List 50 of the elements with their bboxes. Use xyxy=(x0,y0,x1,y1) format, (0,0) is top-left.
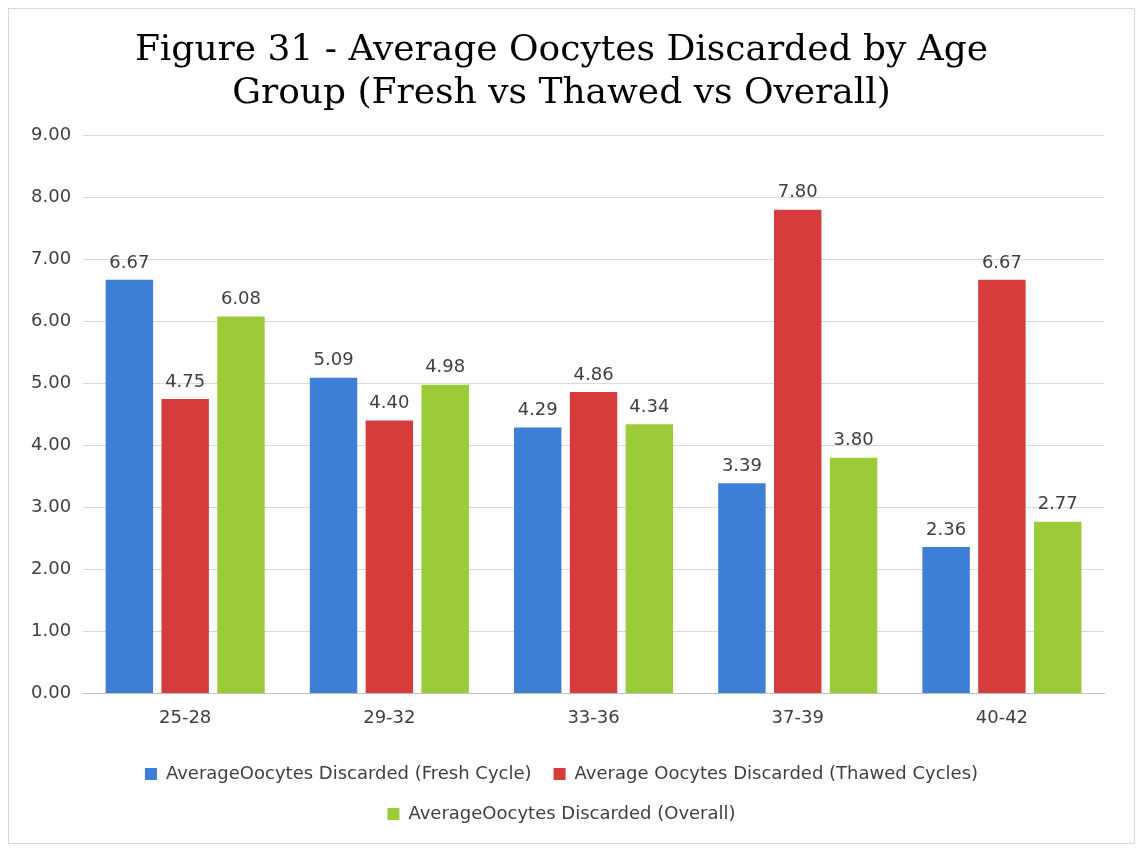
data-label: 4.40 xyxy=(369,391,410,413)
data-label: 3.80 xyxy=(833,428,874,450)
bar xyxy=(978,279,1026,693)
x-tick-label: 37-39 xyxy=(771,705,824,727)
bar xyxy=(718,483,766,693)
y-tick-label: 5.00 xyxy=(31,371,72,393)
bar xyxy=(1034,521,1082,693)
y-tick-label: 7.00 xyxy=(31,247,72,269)
data-label: 6.67 xyxy=(109,250,150,272)
bar xyxy=(922,547,970,693)
y-tick-label: 1.00 xyxy=(31,619,72,641)
bar xyxy=(514,427,562,693)
y-tick-label: 6.00 xyxy=(31,309,72,331)
data-label: 6.67 xyxy=(981,250,1022,272)
y-tick-label: 4.00 xyxy=(31,433,72,455)
y-tick-label: 2.00 xyxy=(31,557,72,579)
data-label: 6.08 xyxy=(220,287,262,309)
data-label: 4.34 xyxy=(629,394,670,416)
data-label: 4.98 xyxy=(425,355,466,377)
data-label: 2.77 xyxy=(1037,492,1078,514)
x-tick-label: 40-42 xyxy=(975,705,1029,727)
x-tick-label: 25-28 xyxy=(159,705,212,727)
legend-label: AverageOocytes Discarded (Fresh Cycle) xyxy=(165,761,532,783)
y-tick-label: 3.00 xyxy=(31,495,72,517)
x-tick-label: 33-36 xyxy=(567,705,620,727)
bar xyxy=(105,279,154,693)
y-tick-label: 0.00 xyxy=(31,681,72,703)
y-tick-label: 8.00 xyxy=(31,185,72,207)
bar xyxy=(625,424,674,693)
bar xyxy=(161,398,209,693)
data-label: 3.39 xyxy=(721,453,762,475)
bar xyxy=(309,377,358,693)
bar xyxy=(829,457,878,693)
data-label: 4.75 xyxy=(165,369,206,391)
legend-label: AverageOocytes Discarded (Overall) xyxy=(408,801,736,823)
data-label: 7.80 xyxy=(777,180,818,202)
legend-label: Average Oocytes Discarded (Thawed Cycles) xyxy=(574,761,979,783)
y-tick-label: 9.00 xyxy=(31,123,72,145)
bar xyxy=(365,420,414,693)
bar xyxy=(217,316,265,693)
data-label: 5.09 xyxy=(313,348,354,370)
data-label: 4.29 xyxy=(517,398,558,420)
bar xyxy=(774,209,822,693)
bar xyxy=(421,384,469,693)
bar xyxy=(569,392,618,693)
data-label: 2.36 xyxy=(926,517,967,539)
text: Group (Fresh vs Thawed vs Overall) xyxy=(232,70,891,112)
data-label: 4.86 xyxy=(573,362,614,384)
x-tick-label: 29-32 xyxy=(363,705,416,727)
text: Figure 31 - Average Oocytes Discarded by Age xyxy=(134,26,989,68)
